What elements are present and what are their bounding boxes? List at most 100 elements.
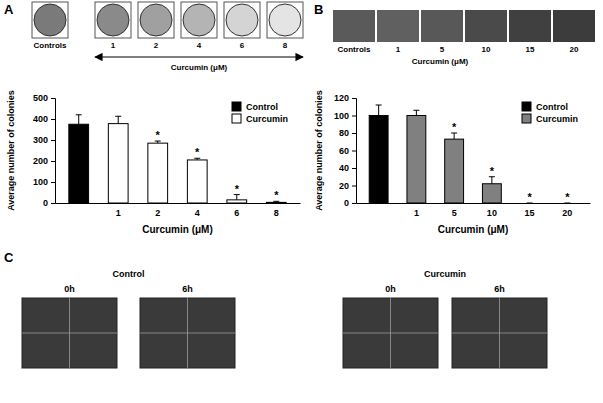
x-tick-label: 1 <box>414 208 419 218</box>
legend-swatch <box>522 114 531 123</box>
bar <box>445 139 464 203</box>
y-tick: 100 <box>334 111 356 121</box>
y-axis-line <box>352 99 357 204</box>
y-tick: 60 <box>339 146 356 156</box>
y-tick: 400 <box>33 114 55 124</box>
error-bar <box>234 195 240 200</box>
photo <box>452 298 547 368</box>
x-tick-label: 6 <box>234 208 239 218</box>
y-tick-mark <box>352 133 356 134</box>
y-tick-label: 200 <box>33 156 48 166</box>
panel-label: B <box>314 2 323 17</box>
photo-well <box>269 4 301 36</box>
photo-time-label: 6h <box>182 284 193 294</box>
strip-a: Controls12468Curcumin (μM) <box>32 2 303 72</box>
y-tick-label: 20 <box>339 181 349 191</box>
y-tick-mark <box>352 168 356 169</box>
y-tick: 120 <box>334 93 356 103</box>
panel-label: A <box>4 2 14 17</box>
error-bar <box>451 133 457 139</box>
y-tick-label: 100 <box>33 177 48 187</box>
error-bar <box>273 201 279 202</box>
y-tick-label: 500 <box>33 93 48 103</box>
x-tick-label: 10 <box>487 208 497 218</box>
chart: ****02040608010012015101520Curcumin (μM)… <box>314 90 591 235</box>
strip-label: 8 <box>283 41 288 50</box>
y-axis-title: Average number of colonies <box>6 90 16 211</box>
y-tick-mark <box>51 182 55 183</box>
x-tick-label: 15 <box>525 208 535 218</box>
x-tick: 5 <box>452 208 457 218</box>
strip-label: Controls <box>34 41 67 50</box>
y-axis-line <box>51 99 56 204</box>
x-tick: 4 <box>195 208 200 218</box>
significance-marker: * <box>156 129 161 141</box>
photo <box>333 10 375 42</box>
strip-label: 6 <box>240 41 245 50</box>
error-bar <box>194 158 200 160</box>
y-tick-label: 40 <box>339 163 349 173</box>
x-tick: 20 <box>562 208 572 218</box>
y-tick: 500 <box>33 93 55 103</box>
y-tick-mark <box>352 203 356 204</box>
y-tick: 0 <box>43 198 55 208</box>
error-bar <box>155 141 161 143</box>
y-tick: 40 <box>339 163 356 173</box>
photo-group: Control0h6h <box>22 269 235 368</box>
x-tick: 1 <box>116 208 121 218</box>
photo-well <box>183 4 215 36</box>
y-tick-mark <box>352 151 356 152</box>
legend-label: Control <box>536 102 568 112</box>
significance-marker: * <box>195 146 200 158</box>
significance-marker: * <box>274 189 279 201</box>
error-bar-stem <box>416 110 417 115</box>
bar <box>369 116 388 204</box>
photo-frame <box>32 2 68 38</box>
strip-label: 1 <box>396 45 401 54</box>
bar <box>482 184 501 203</box>
y-tick: 300 <box>33 135 55 145</box>
y-tick-label: 400 <box>33 114 48 124</box>
x-axis: 1 2 4 6 8 <box>56 204 301 218</box>
error-bar-stem <box>454 133 455 139</box>
photo-frame <box>95 2 131 38</box>
legend-swatch <box>522 102 531 111</box>
y-axis-title: Average number of colonies <box>314 90 324 211</box>
y-tick-label: 100 <box>334 111 349 121</box>
photo-frame <box>224 2 260 38</box>
bar <box>69 124 89 203</box>
y-tick-mark <box>352 98 356 99</box>
x-tick-label: 8 <box>274 208 279 218</box>
bar <box>148 143 168 203</box>
y-tick: 0 <box>344 198 356 208</box>
x-axis-line <box>357 203 591 204</box>
x-tick: 6 <box>234 208 239 218</box>
bar <box>187 160 207 203</box>
legend-label: Curcumin <box>246 114 288 124</box>
strip-label: 4 <box>197 41 202 50</box>
x-tick: 2 <box>155 208 160 218</box>
bar <box>407 116 426 204</box>
photo-group-title: Curcumin <box>424 269 466 279</box>
y-tick-label: 0 <box>43 198 48 208</box>
y-tick-mark <box>51 140 55 141</box>
error-bar-cap <box>76 114 82 115</box>
y-tick-mark <box>352 186 356 187</box>
y-tick: 100 <box>33 177 55 187</box>
significance-marker: * <box>527 191 532 203</box>
legend-swatch <box>232 102 241 111</box>
error-bar-cap <box>376 105 382 106</box>
legend-entry: Curcumin <box>522 114 578 124</box>
significance-marker: * <box>490 165 495 177</box>
legend-entry: Curcumin <box>232 114 288 124</box>
y-tick-label: 60 <box>339 146 349 156</box>
y-tick-mark <box>352 116 356 117</box>
photo-time-label: 0h <box>64 284 75 294</box>
bar <box>108 124 128 203</box>
legend: ControlCurcumin <box>232 102 288 124</box>
error-bar <box>76 115 82 124</box>
y-tick-label: 0 <box>344 198 349 208</box>
strip-label: 10 <box>482 45 491 54</box>
x-axis: 15101520 <box>357 204 591 218</box>
strip-label: Controls <box>338 45 371 54</box>
